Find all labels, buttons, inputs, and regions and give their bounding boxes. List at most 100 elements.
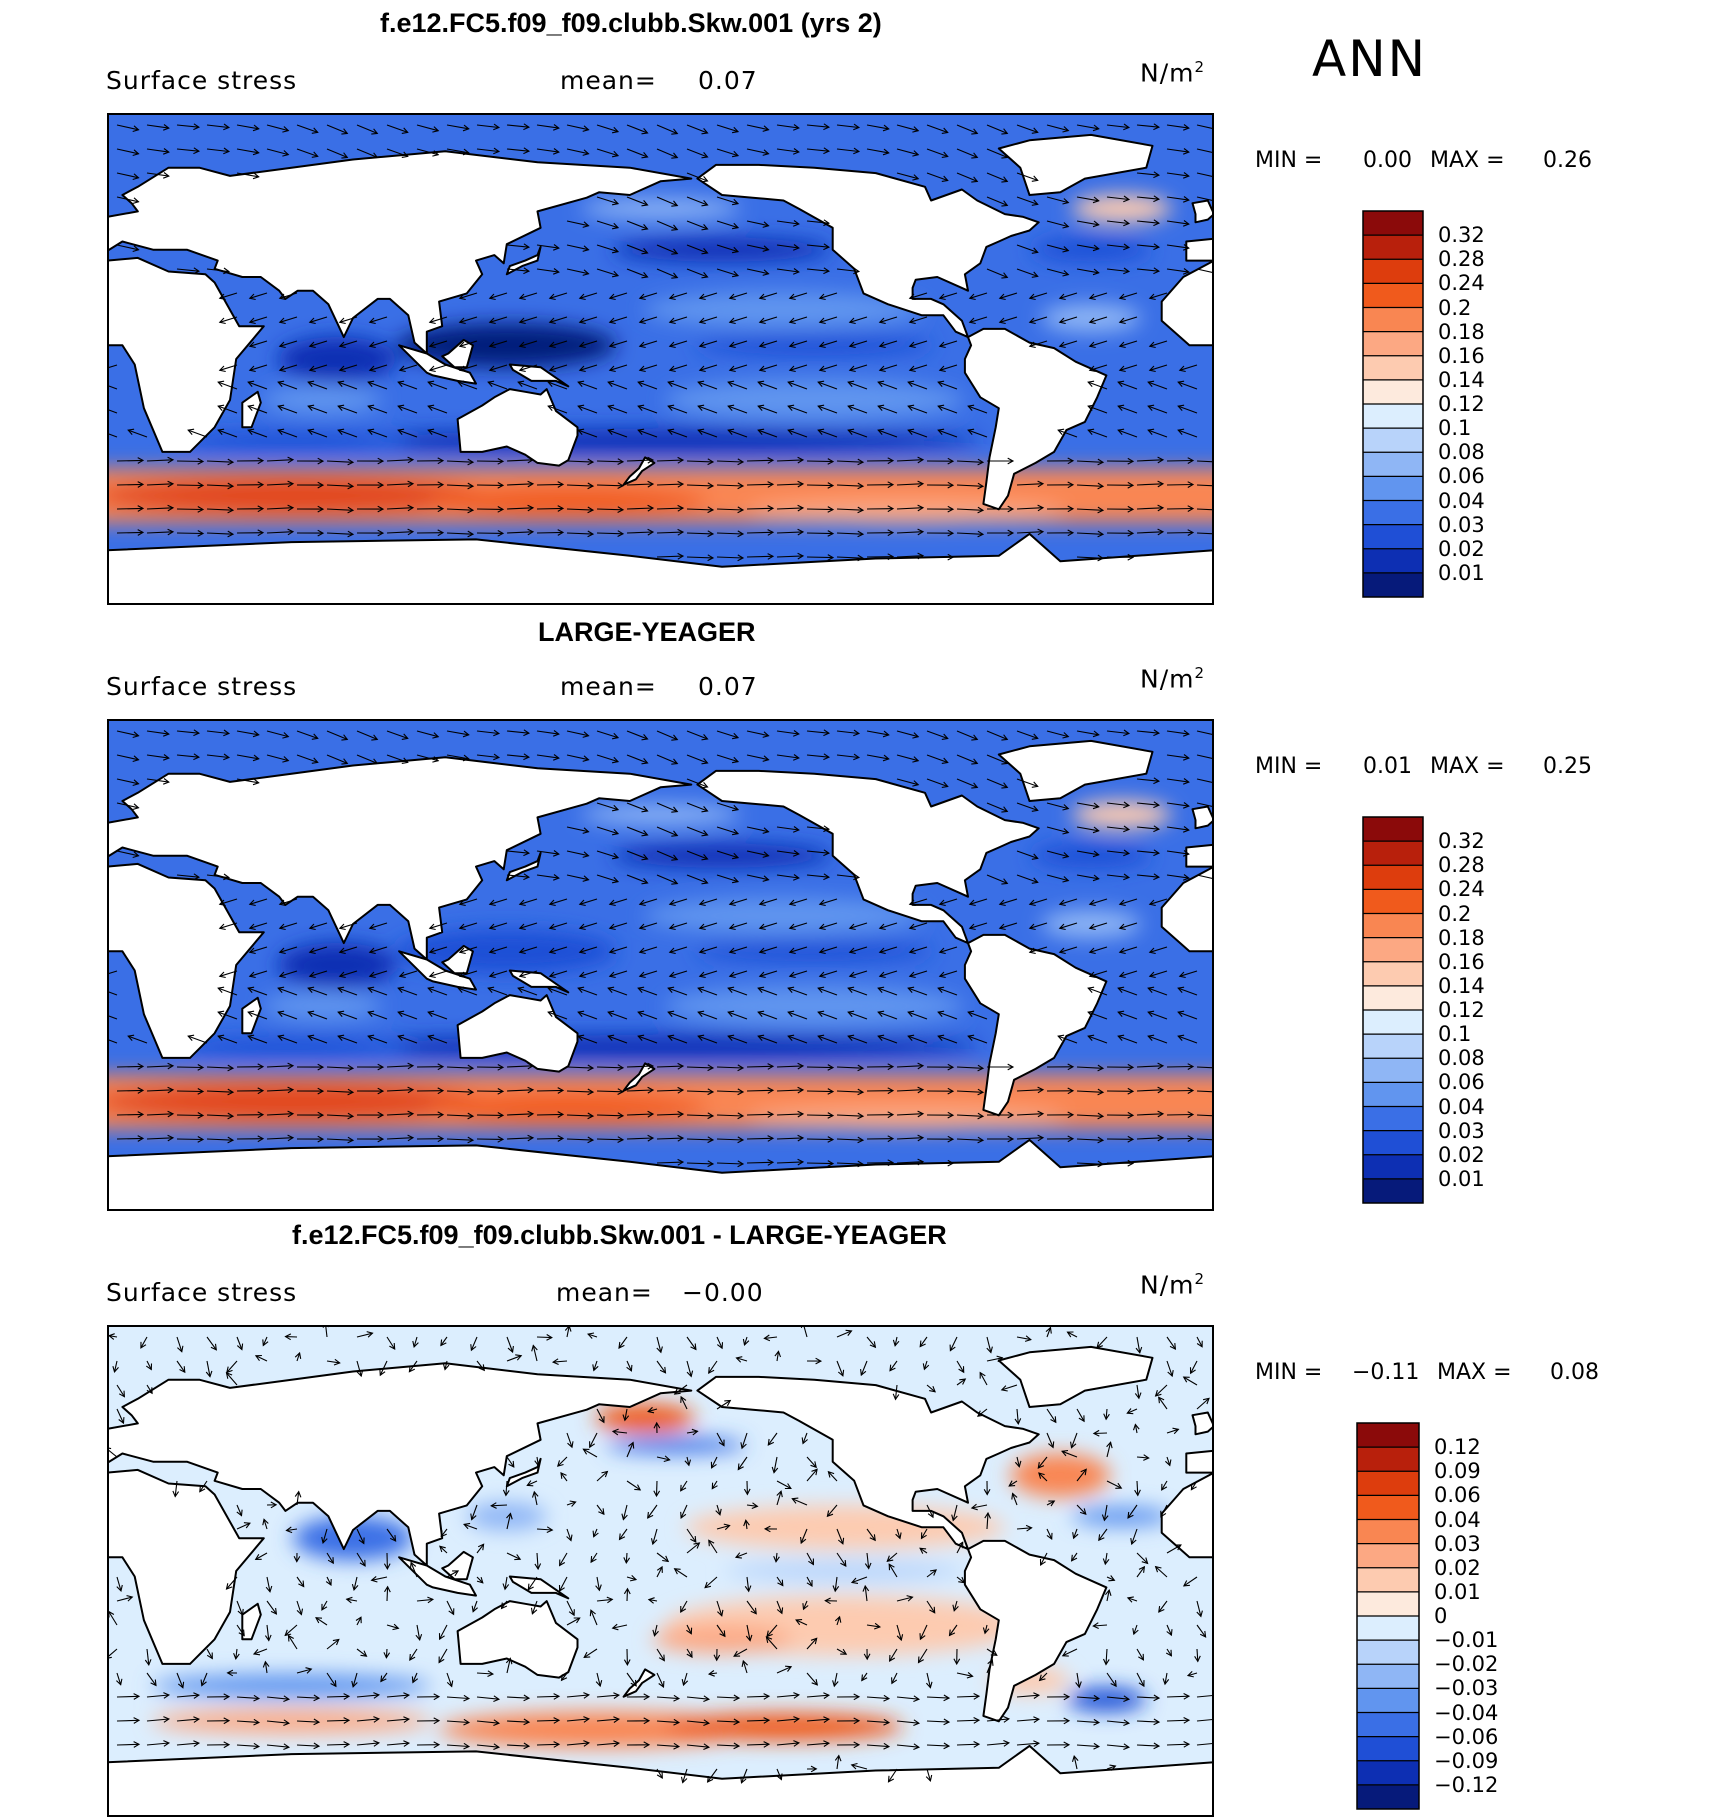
panel-3-map [107,1325,1214,1817]
panel-3-variable-label: Surface stress [106,1278,297,1307]
colorbar-label: 0 [1434,1604,1447,1628]
colorbar-swatch [1363,332,1423,357]
panel-2-map [107,719,1214,1211]
panel-2-title: LARGE-YEAGER [538,617,756,648]
colorbar-label: 0.04 [1434,1508,1481,1532]
colorbar-swatch [1357,1568,1419,1593]
vector-shaft [537,1720,559,1721]
colorbar-label: 0.32 [1438,829,1485,853]
vector-shaft [177,533,203,534]
vector-shaft [327,1744,349,1745]
panel-1-map [107,113,1214,605]
colorbar-swatch [1363,549,1423,574]
vector-shaft [537,484,563,485]
vector-shaft [657,1481,658,1496]
panel-3-mean-label: mean= [556,1278,653,1307]
colorbar-swatches [1362,816,1424,1204]
vector-shaft [807,1067,833,1068]
vector-shaft [807,485,833,486]
colorbar-swatch [1363,404,1423,429]
colorbar-swatch [1357,1471,1419,1496]
vector-shaft [327,1720,349,1721]
colorbar-label: 0.12 [1438,998,1485,1022]
panel-1-max-label: MAX = [1430,148,1505,173]
vector-shaft [747,484,773,485]
vector-shaft [537,532,563,533]
colorbar-swatch [1363,1010,1423,1035]
vector-shaft [537,508,563,509]
colorbar-swatch [1363,452,1423,477]
colorbar-label: 0.01 [1438,1167,1485,1191]
colorbar-label: −0.12 [1434,1773,1498,1797]
panel-3-title: f.e12.FC5.f09_f09.clubb.Skw.001 - LARGE-… [292,1220,947,1251]
vector-shaft [537,1114,563,1115]
panel-2-max-label: MAX = [1430,754,1505,779]
colorbar-label: 0.09 [1434,1459,1481,1483]
panel-1-mean-label: mean= [560,66,657,95]
colorbar-swatch [1357,1640,1419,1665]
field-feature [1041,910,1141,938]
colorbar-label: 0.14 [1438,368,1485,392]
vector-shaft [177,1091,203,1092]
vector-shaft [177,1139,203,1140]
panel-1-max-value: 0.26 [1543,148,1592,173]
vector-shaft [177,509,203,510]
panel-1-mean-value: 0.07 [698,66,758,95]
colorbar-label: 0.08 [1438,1046,1485,1070]
vector-shaft [1167,533,1193,534]
field-feature [262,386,382,414]
field-feature [595,1404,695,1432]
field-feature [1031,844,1151,868]
landmass-eurW [1186,239,1214,261]
vector-shaft [1167,1091,1193,1092]
vector-shaft [747,460,773,461]
vector-shaft [537,1090,563,1091]
panel-1-units: N/m2 [1140,58,1205,87]
colorbar-swatch [1363,1058,1423,1083]
vector-shaft [177,1067,203,1068]
colorbar-label: 0.1 [1438,1022,1471,1046]
colorbar-swatches [1362,210,1424,598]
colorbar-label: 0.12 [1438,392,1485,416]
vector-shaft [807,1115,833,1116]
colorbar-swatch [1363,283,1423,308]
colorbar-label: 0.28 [1438,247,1485,271]
colorbar-swatches [1356,1422,1420,1810]
colorbar-swatch [1357,1761,1419,1786]
colorbar-label: 0.28 [1438,853,1485,877]
colorbar-swatch [1363,986,1423,1011]
colorbar-swatch [1363,914,1423,939]
colorbar-label: 0.03 [1434,1532,1481,1556]
landmass-eurW [1186,1451,1214,1473]
field-feature [428,1093,708,1121]
vector-shaft [1167,1139,1193,1140]
vector-shaft [117,1066,143,1067]
colorbar-swatch [1363,962,1423,987]
colorbar-label: 0.16 [1438,950,1485,974]
colorbar-swatch [1363,1082,1423,1107]
field-feature [664,1713,904,1741]
vector-shaft [1167,1067,1193,1068]
vector-shaft [807,461,833,462]
panel-3-max-label: MAX = [1437,1360,1512,1385]
colorbar-swatch [1363,476,1423,501]
colorbar-swatch [1363,1034,1423,1059]
season-label: ANN [1312,30,1427,88]
colorbar-swatch [1363,938,1423,963]
vector-shaft [807,557,833,558]
vector-shaft [747,1066,773,1067]
panel-2-variable-label: Surface stress [106,672,297,701]
colorbar-swatch [1363,573,1423,598]
panel-2-mean-label: mean= [560,672,657,701]
vector-shaft [747,556,773,557]
colorbar-swatch [1357,1544,1419,1569]
vector-shaft [177,1115,203,1116]
colorbar-swatch [1363,525,1423,550]
vector-shaft [1167,485,1193,486]
colorbar-swatch [1363,428,1423,453]
colorbar-label: 0.32 [1438,223,1485,247]
field-feature [747,1106,1067,1130]
colorbar-swatch [1357,1520,1419,1545]
colorbar-label: 0.08 [1438,440,1485,464]
